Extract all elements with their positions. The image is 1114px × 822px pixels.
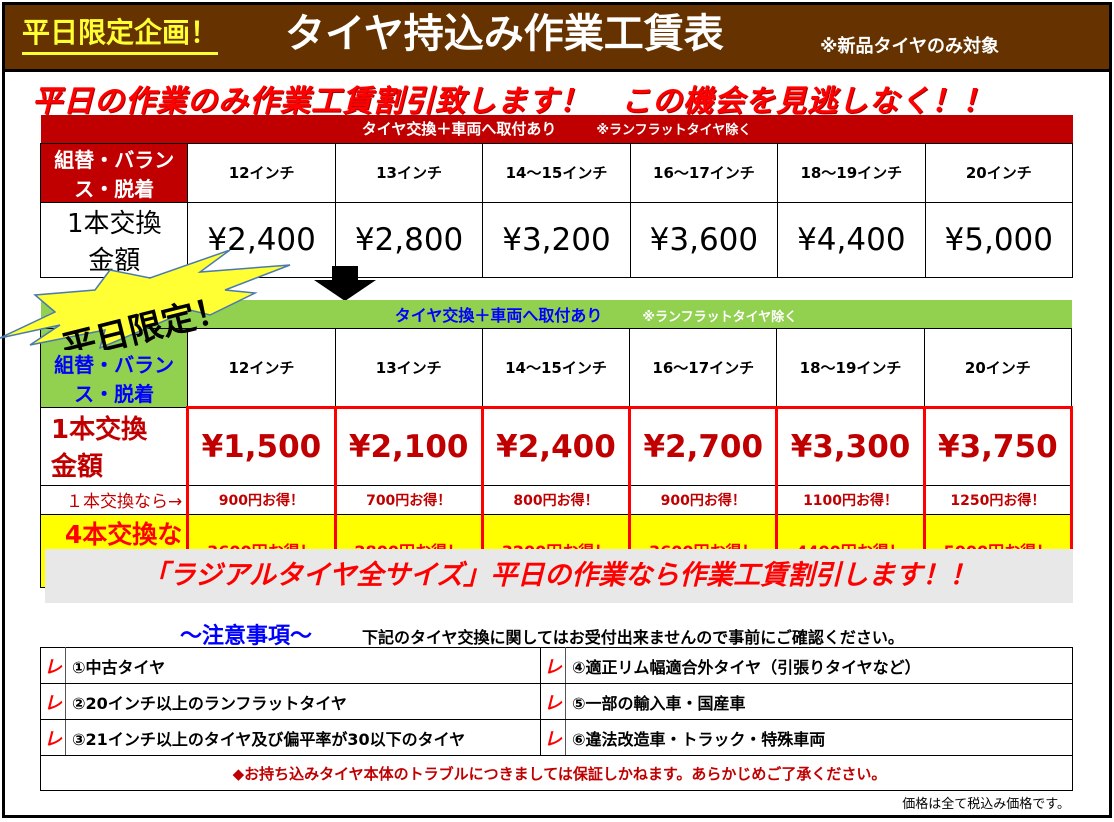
- size-header: 18～19インチ: [777, 142, 926, 203]
- notes-table: レ ①中古タイヤレ ④適正リム幅適合外タイヤ（引張りタイヤなど） レ ②20インチ以上…: [40, 647, 1073, 791]
- one-tire-label: １本交換なら→: [39, 484, 189, 515]
- note-item: ①中古タイヤ: [65, 647, 541, 684]
- savings-cell: 700円お得！: [333, 484, 484, 515]
- tax-note: 価格は全て税込み価格です。: [902, 797, 1070, 812]
- check-icon: レ: [40, 683, 66, 720]
- savings-cell: 900円お得！: [628, 484, 779, 515]
- price-cell: ¥3,200: [482, 201, 631, 278]
- runflat-hint: ※ランフラットタイヤ除く: [642, 309, 798, 325]
- price-cell: ¥2,700: [628, 405, 779, 486]
- note-item: ⑤一部の輸入車・国産車: [565, 683, 1073, 720]
- table-header: タイヤ交換＋車両へ取付あり: [394, 305, 603, 325]
- price-cell: ¥3,600: [629, 201, 779, 278]
- savings-cell: 800円お得！: [480, 484, 632, 515]
- size-header: 14～15インチ: [482, 142, 631, 203]
- savings-cell: 900円お得！: [186, 484, 337, 515]
- promo-label: 平日限定企画！: [22, 14, 219, 55]
- starburst-icon: 平日限定！: [0, 250, 291, 350]
- notes-description: 下記のタイヤ交換に関してはお受付出来ませんので事前にご確認ください。: [362, 628, 904, 647]
- down-arrow-icon: [314, 266, 376, 301]
- note-item: ④適正リム幅適合外タイヤ（引張りタイヤなど）: [565, 647, 1073, 684]
- size-header: 14～15インチ: [481, 327, 631, 408]
- price-cell: ¥5,000: [924, 201, 1074, 278]
- service-label: 組替・バランス・脱着: [39, 142, 189, 203]
- note-item: ⑥違法改造車・トラック・特殊車両: [565, 719, 1073, 756]
- subtitle: 平日の作業のみ作業工賃割引致します！ この機会を見逃しなく！！: [32, 84, 993, 119]
- price-cell: ¥4,400: [777, 201, 926, 278]
- note-item: ③21インチ以上のタイヤ及び偏平率が30以下のタイヤ: [65, 719, 541, 756]
- size-header: 20インチ: [923, 327, 1073, 408]
- warranty-warning: ◆お持ち込みタイヤ本体のトラブルにつきましては保証しかねます。あらかじめご了承く…: [40, 755, 1073, 791]
- page-title: タイヤ持込み作業工賃表: [285, 11, 724, 57]
- runflat-hint: ※ランフラットタイヤ除く: [596, 123, 752, 139]
- price-cell: ¥1,500: [186, 405, 337, 486]
- table-header: タイヤ交換＋車両へ取付あり: [361, 120, 557, 139]
- note-item: ②20インチ以上のランフラットタイヤ: [65, 683, 541, 720]
- check-icon: レ: [540, 719, 566, 756]
- price-cell: ¥2,800: [334, 201, 484, 278]
- savings-cell: 1100円お得！: [775, 484, 926, 515]
- size-header: 18～19インチ: [776, 327, 925, 408]
- row-label: 1本交換 金額: [39, 406, 189, 486]
- size-header: 13インチ: [334, 327, 483, 408]
- check-icon: レ: [540, 683, 566, 720]
- size-header: 16～17インチ: [629, 327, 778, 408]
- notes-title: ～注意事項～: [180, 624, 313, 649]
- size-header: 12インチ: [187, 142, 336, 203]
- price-cell: ¥3,300: [775, 405, 926, 486]
- new-tire-note: ※新品タイヤのみ対象: [820, 36, 999, 57]
- price-cell: ¥2,400: [480, 405, 632, 486]
- size-header: 20インチ: [924, 142, 1074, 203]
- header-bar: [5, 5, 1109, 72]
- check-icon: レ: [40, 719, 66, 756]
- check-icon: レ: [540, 647, 566, 684]
- price-cell: ¥2,100: [333, 405, 484, 486]
- savings-cell: 1250円お得！: [922, 484, 1074, 515]
- check-icon: レ: [40, 647, 66, 684]
- price-cell: ¥3,750: [922, 405, 1074, 486]
- radial-banner: 「ラジアルタイヤ全サイズ」平日の作業なら作業工賃割引します！！: [45, 549, 1073, 603]
- size-header: 16～17インチ: [629, 142, 779, 203]
- size-header: 13インチ: [334, 142, 484, 203]
- regular-price-table: タイヤ交換＋車両へ取付あり ※ランフラットタイヤ除く 組替・バランス・脱着 12イ…: [39, 115, 1074, 278]
